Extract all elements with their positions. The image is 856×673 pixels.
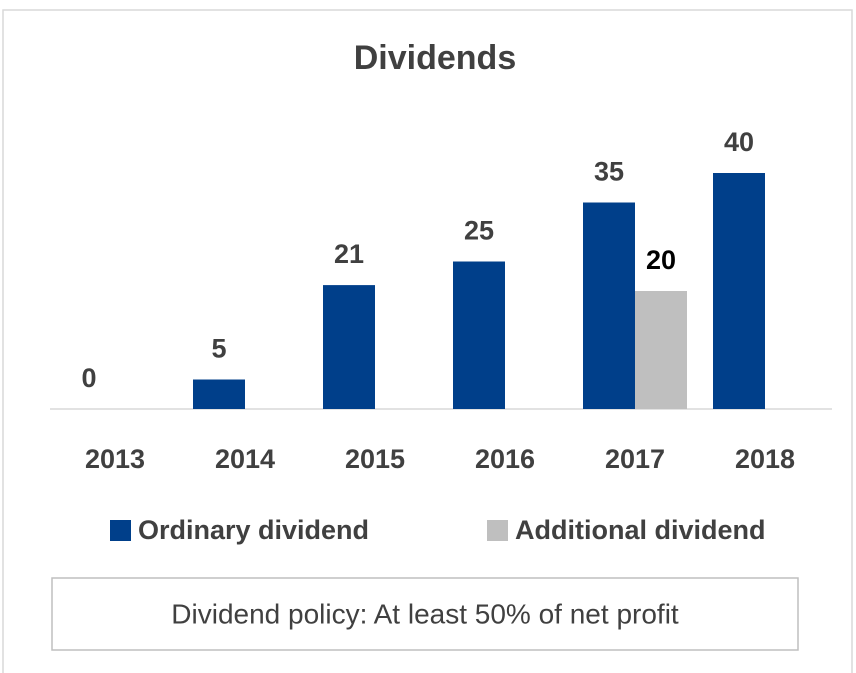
data-label: 20 — [646, 245, 676, 275]
x-tick-label: 2015 — [345, 444, 405, 474]
legend-label: Ordinary dividend — [138, 515, 369, 545]
bar — [323, 285, 375, 409]
data-label: 40 — [724, 127, 754, 157]
data-label: 25 — [464, 216, 494, 246]
bar — [635, 291, 687, 409]
x-tick-label: 2017 — [605, 444, 665, 474]
chart-frame — [2, 9, 853, 673]
legend-label: Additional dividend — [515, 515, 766, 545]
bar — [713, 173, 765, 409]
bar — [453, 261, 505, 409]
x-tick-label: 2018 — [735, 444, 795, 474]
bar — [193, 379, 245, 409]
x-tick-label: 2016 — [475, 444, 535, 474]
bar — [583, 202, 635, 409]
annotation: Dividend policy: At least 50% of net pro… — [171, 598, 679, 629]
data-label: 0 — [81, 363, 96, 393]
data-label: 35 — [594, 157, 624, 187]
legend-swatch — [110, 520, 131, 541]
data-label: 21 — [334, 239, 364, 269]
x-tick-label: 2014 — [215, 444, 275, 474]
legend-swatch — [487, 520, 508, 541]
chart-title: Dividends — [354, 39, 516, 77]
x-tick-label: 2013 — [85, 444, 145, 474]
data-label: 5 — [211, 334, 226, 364]
annotation-box — [51, 577, 799, 651]
